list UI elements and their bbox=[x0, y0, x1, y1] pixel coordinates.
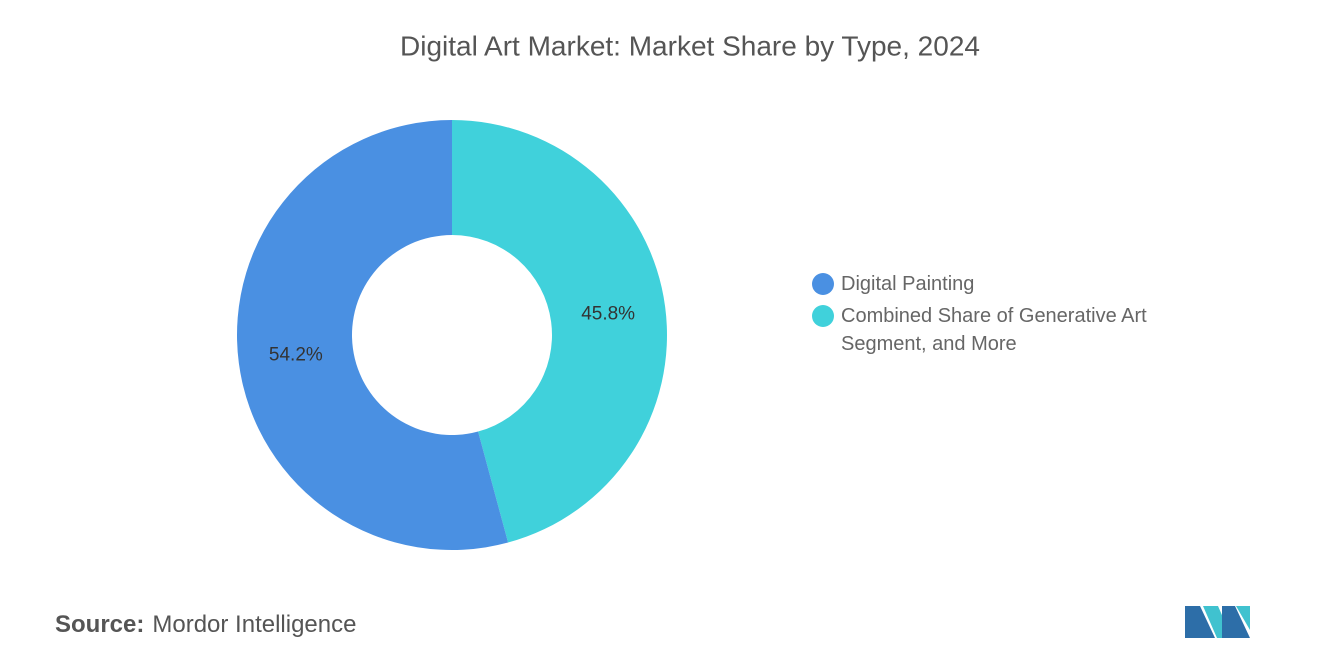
source-label: Source: bbox=[55, 611, 145, 638]
source: Source: Mordor Intelligence bbox=[55, 611, 356, 639]
donut-segment bbox=[452, 120, 667, 543]
data-label: 45.8% bbox=[581, 303, 635, 324]
legend: Digital Painting Combined Share of Genera… bbox=[812, 270, 1152, 362]
logo bbox=[1185, 606, 1250, 638]
legend-text: Combined Share of Generative Art Segment… bbox=[841, 305, 1147, 355]
legend-item: Digital Painting bbox=[812, 270, 1152, 298]
data-label: 54.2% bbox=[269, 345, 323, 366]
chart-title: Digital Art Market: Market Share by Type… bbox=[400, 30, 980, 61]
legend-item: Combined Share of Generative Art Segment… bbox=[812, 302, 1152, 358]
legend-marker bbox=[812, 273, 834, 295]
source-text: Mordor Intelligence bbox=[152, 611, 357, 638]
donut-segment bbox=[236, 120, 509, 551]
legend-text: Digital Painting bbox=[841, 273, 975, 295]
legend-marker bbox=[812, 305, 834, 327]
